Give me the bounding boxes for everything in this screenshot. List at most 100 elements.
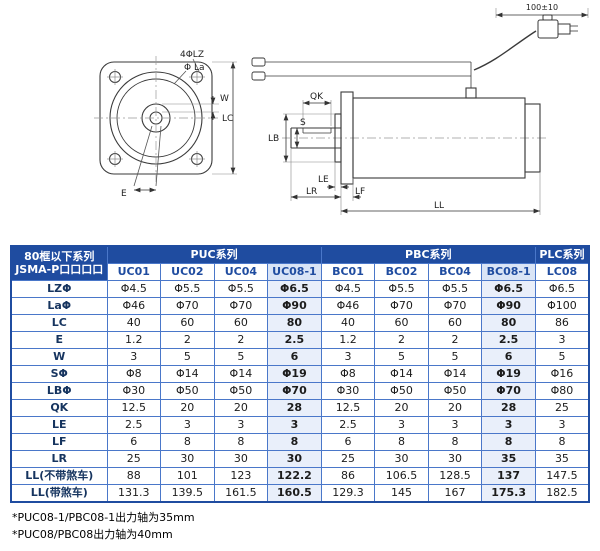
table-row: LF 6 8 8 8 6 8 8 8 8 [10, 433, 590, 451]
model-column-header: BC02 [374, 263, 429, 281]
spec-value-cell: Φ5.5 [213, 280, 269, 298]
spec-value-cell: 131.3 [106, 484, 162, 503]
spec-value-cell: Φ46 [320, 297, 376, 315]
row-label: LF [10, 433, 108, 451]
dim-label-lr: LR [306, 187, 317, 197]
spec-value-cell: Φ8 [106, 365, 162, 383]
spec-value-cell: 123 [213, 467, 269, 485]
row-label: SΦ [10, 365, 108, 383]
spec-value-cell: Φ90 [481, 297, 536, 315]
spec-value-cell: Φ50 [427, 382, 483, 400]
spec-value-cell: Φ5.5 [160, 280, 215, 298]
spec-value-cell: 30 [160, 450, 215, 468]
spec-table: 80框以下系列 JSMA-P口口口口 PUC系列 PBC系列 PLC系列 UC01 U… [10, 245, 590, 503]
spec-value-cell: Φ14 [427, 365, 483, 383]
spec-value-cell: Φ14 [213, 365, 269, 383]
spec-value-cell: Φ4.5 [320, 280, 376, 298]
spec-value-cell: 1.2 [320, 331, 376, 349]
model-column-header: BC01 [320, 263, 376, 281]
spec-value-cell: 25 [106, 450, 162, 468]
spec-value-cell: 80 [481, 314, 536, 332]
dim-label-qk: QK [310, 92, 324, 102]
dim-label-e: E [121, 189, 127, 199]
spec-value-cell: Φ19 [267, 365, 322, 383]
table-row: LE 2.5 3 3 3 2.5 3 3 3 3 [10, 416, 590, 434]
spec-value-cell: 3 [320, 348, 376, 366]
model-column-header: LC08 [534, 263, 590, 281]
spec-value-cell: Φ70 [427, 297, 483, 315]
spec-value-cell: Φ70 [213, 297, 269, 315]
table-row: LZΦ Φ4.5 Φ5.5 Φ5.5 Φ6.5 Φ4.5 Φ5.5 Φ5.5 Φ6.5 Φ6.5 [10, 280, 590, 298]
spec-value-cell: Φ8 [320, 365, 376, 383]
corner-line2: JSMA-P口口口口 [15, 262, 104, 276]
dim-label-le: LE [318, 175, 329, 185]
spec-value-cell: 145 [374, 484, 429, 503]
spec-value-cell: 139.5 [160, 484, 215, 503]
spec-value-cell: 12.5 [106, 399, 162, 417]
spec-value-cell: 167 [427, 484, 483, 503]
model-column-header: BC04 [427, 263, 483, 281]
spec-value-cell: 5 [534, 348, 590, 366]
spec-value-cell: 40 [106, 314, 162, 332]
model-column-header: UC02 [160, 263, 215, 281]
spec-value-cell: 129.3 [320, 484, 376, 503]
row-label: QK [10, 399, 108, 417]
dim-label-ll: LL [434, 201, 444, 211]
table-row: LBΦ Φ30 Φ50 Φ50 Φ70 Φ30 Φ50 Φ50 Φ70 Φ80 [10, 382, 590, 400]
spec-value-cell: 2 [160, 331, 215, 349]
spec-value-cell: 122.2 [267, 467, 322, 485]
row-label: W [10, 348, 108, 366]
spec-value-cell: 5 [213, 348, 269, 366]
spec-value-cell: 3 [481, 416, 536, 434]
row-label: LZΦ [10, 280, 108, 298]
spec-value-cell: 101 [160, 467, 215, 485]
row-label: LC [10, 314, 108, 332]
spec-value-cell: 12.5 [320, 399, 376, 417]
spec-value-cell: 60 [427, 314, 483, 332]
spec-value-cell: 20 [160, 399, 215, 417]
spec-value-cell: 28 [481, 399, 536, 417]
series-group-header: PLC系列 [534, 245, 590, 264]
spec-value-cell: 60 [374, 314, 429, 332]
front-view [94, 56, 237, 193]
row-label: LL(不带煞车) [10, 467, 108, 485]
footnotes: *PUC08-1/PBC08-1出力轴为35mm *PUC08/PBC08出力轴… [12, 509, 600, 543]
table-row: LC 40 60 60 80 40 60 60 80 86 [10, 314, 590, 332]
row-label: LL(带煞车) [10, 484, 108, 503]
dim-label-la: Φ La [184, 63, 204, 73]
spec-value-cell: 2.5 [106, 416, 162, 434]
dim-label-lf: LF [355, 187, 365, 197]
spec-value-cell: 8 [213, 433, 269, 451]
dim-label-4lz: 4ΦLZ [180, 50, 204, 60]
table-row: LR 25 30 30 30 25 30 30 35 35 [10, 450, 590, 468]
dim-label-s: S [300, 118, 306, 128]
spec-value-cell: 86 [320, 467, 376, 485]
series-group-header: PBC系列 [320, 245, 536, 264]
spec-value-cell: 8 [534, 433, 590, 451]
spec-value-cell: 6 [481, 348, 536, 366]
spec-value-cell: 20 [213, 399, 269, 417]
spec-value-cell: 137 [481, 467, 536, 485]
spec-value-cell: 60 [213, 314, 269, 332]
spec-value-cell: Φ46 [106, 297, 162, 315]
spec-value-cell: 160.5 [267, 484, 322, 503]
model-column-header: UC08-1 [267, 263, 322, 281]
group-row: 80框以下系列 JSMA-P口口口口 PUC系列 PBC系列 PLC系列 [10, 245, 590, 281]
spec-value-cell: 3 [534, 331, 590, 349]
spec-value-cell: 25 [320, 450, 376, 468]
spec-value-cell: 2.5 [320, 416, 376, 434]
row-label: LaΦ [10, 297, 108, 315]
spec-value-cell: Φ100 [534, 297, 590, 315]
table-row: SΦ Φ8 Φ14 Φ14 Φ19 Φ8 Φ14 Φ14 Φ19 Φ16 [10, 365, 590, 383]
table-row: E 1.2 2 2 2.5 1.2 2 2 2.5 3 [10, 331, 590, 349]
spec-value-cell: 5 [160, 348, 215, 366]
spec-value-cell: 86 [534, 314, 590, 332]
spec-value-cell: 80 [267, 314, 322, 332]
spec-value-cell: Φ6.5 [267, 280, 322, 298]
table-row: LL(不带煞车) 88 101 123 122.2 86 106.5 128.5 137 147.… [10, 467, 590, 485]
dim-label-w: W [220, 94, 229, 104]
spec-value-cell: 3 [160, 416, 215, 434]
spec-value-cell: 2.5 [267, 331, 322, 349]
spec-value-cell: Φ14 [160, 365, 215, 383]
